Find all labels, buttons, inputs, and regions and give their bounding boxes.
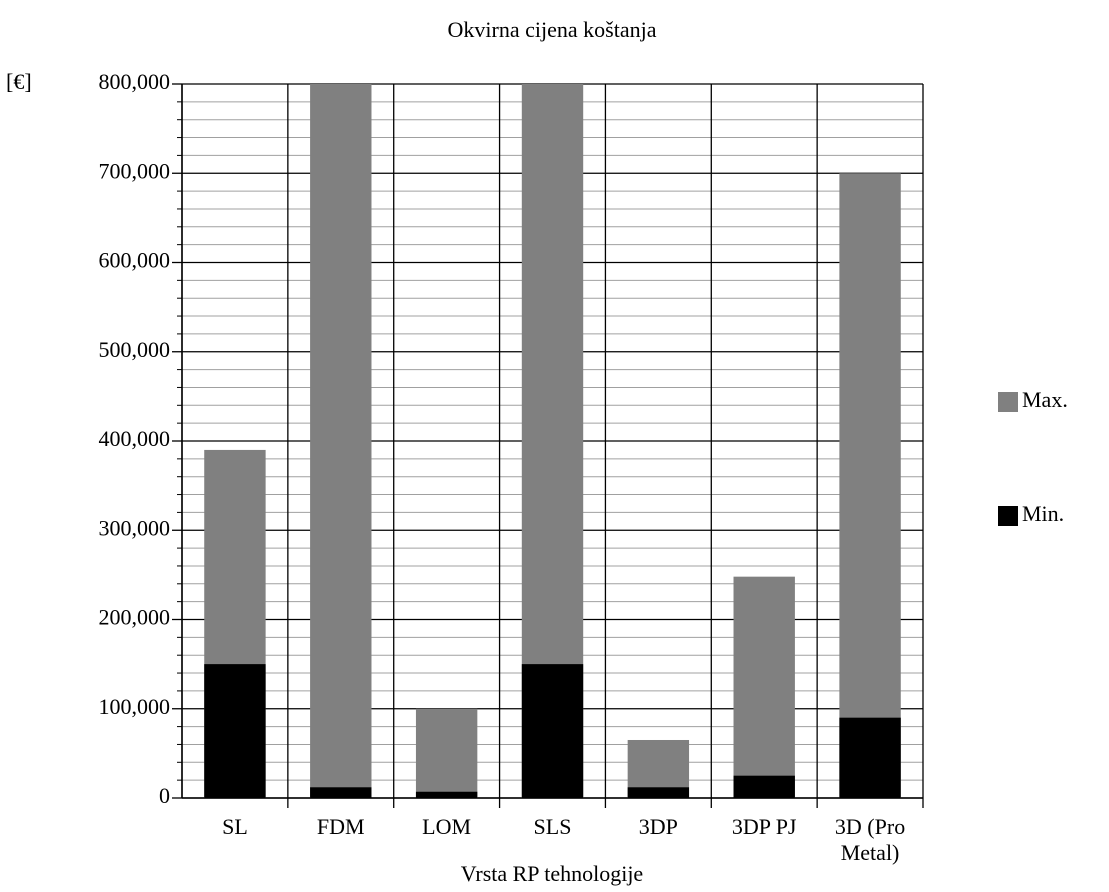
legend-label: Min. xyxy=(1022,501,1064,526)
x-axis-label: Vrsta RP tehnologije xyxy=(461,861,643,886)
x-tick-label: SL xyxy=(222,814,248,839)
legend-swatch xyxy=(998,506,1018,526)
x-tick-label: 3DP PJ xyxy=(731,814,797,839)
bar xyxy=(733,775,795,798)
bar xyxy=(521,664,584,798)
x-tick-label: FDM xyxy=(316,814,365,839)
x-tick-label: 3DP xyxy=(638,814,678,839)
y-tick-label: 200,000 xyxy=(99,605,171,630)
bar xyxy=(310,787,372,798)
y-tick-label: 100,000 xyxy=(99,694,171,719)
bar xyxy=(204,664,266,798)
legend-swatch xyxy=(998,392,1018,412)
bar xyxy=(627,787,690,798)
bar xyxy=(839,173,901,798)
bar xyxy=(310,84,372,798)
y-tick-label: 0 xyxy=(159,783,170,808)
x-tick-label: 3D (Pro Metal) xyxy=(834,814,906,865)
bar xyxy=(415,791,478,798)
y-tick-label: 800,000 xyxy=(99,69,171,94)
bar xyxy=(415,708,478,798)
legend-label: Max. xyxy=(1022,387,1068,412)
y-axis-label: [€] xyxy=(6,69,32,94)
y-tick-label: 600,000 xyxy=(99,248,171,273)
x-tick-label: LOM xyxy=(422,814,472,839)
bar xyxy=(733,576,795,798)
y-tick-label: 500,000 xyxy=(99,337,171,362)
y-tick-label: 400,000 xyxy=(99,426,171,451)
chart-title: Okvirna cijena koštanja xyxy=(448,17,657,42)
y-tick-label: 300,000 xyxy=(99,515,171,540)
bar xyxy=(839,717,901,798)
y-tick-label: 700,000 xyxy=(99,158,171,183)
x-tick-label: SLS xyxy=(533,814,572,839)
